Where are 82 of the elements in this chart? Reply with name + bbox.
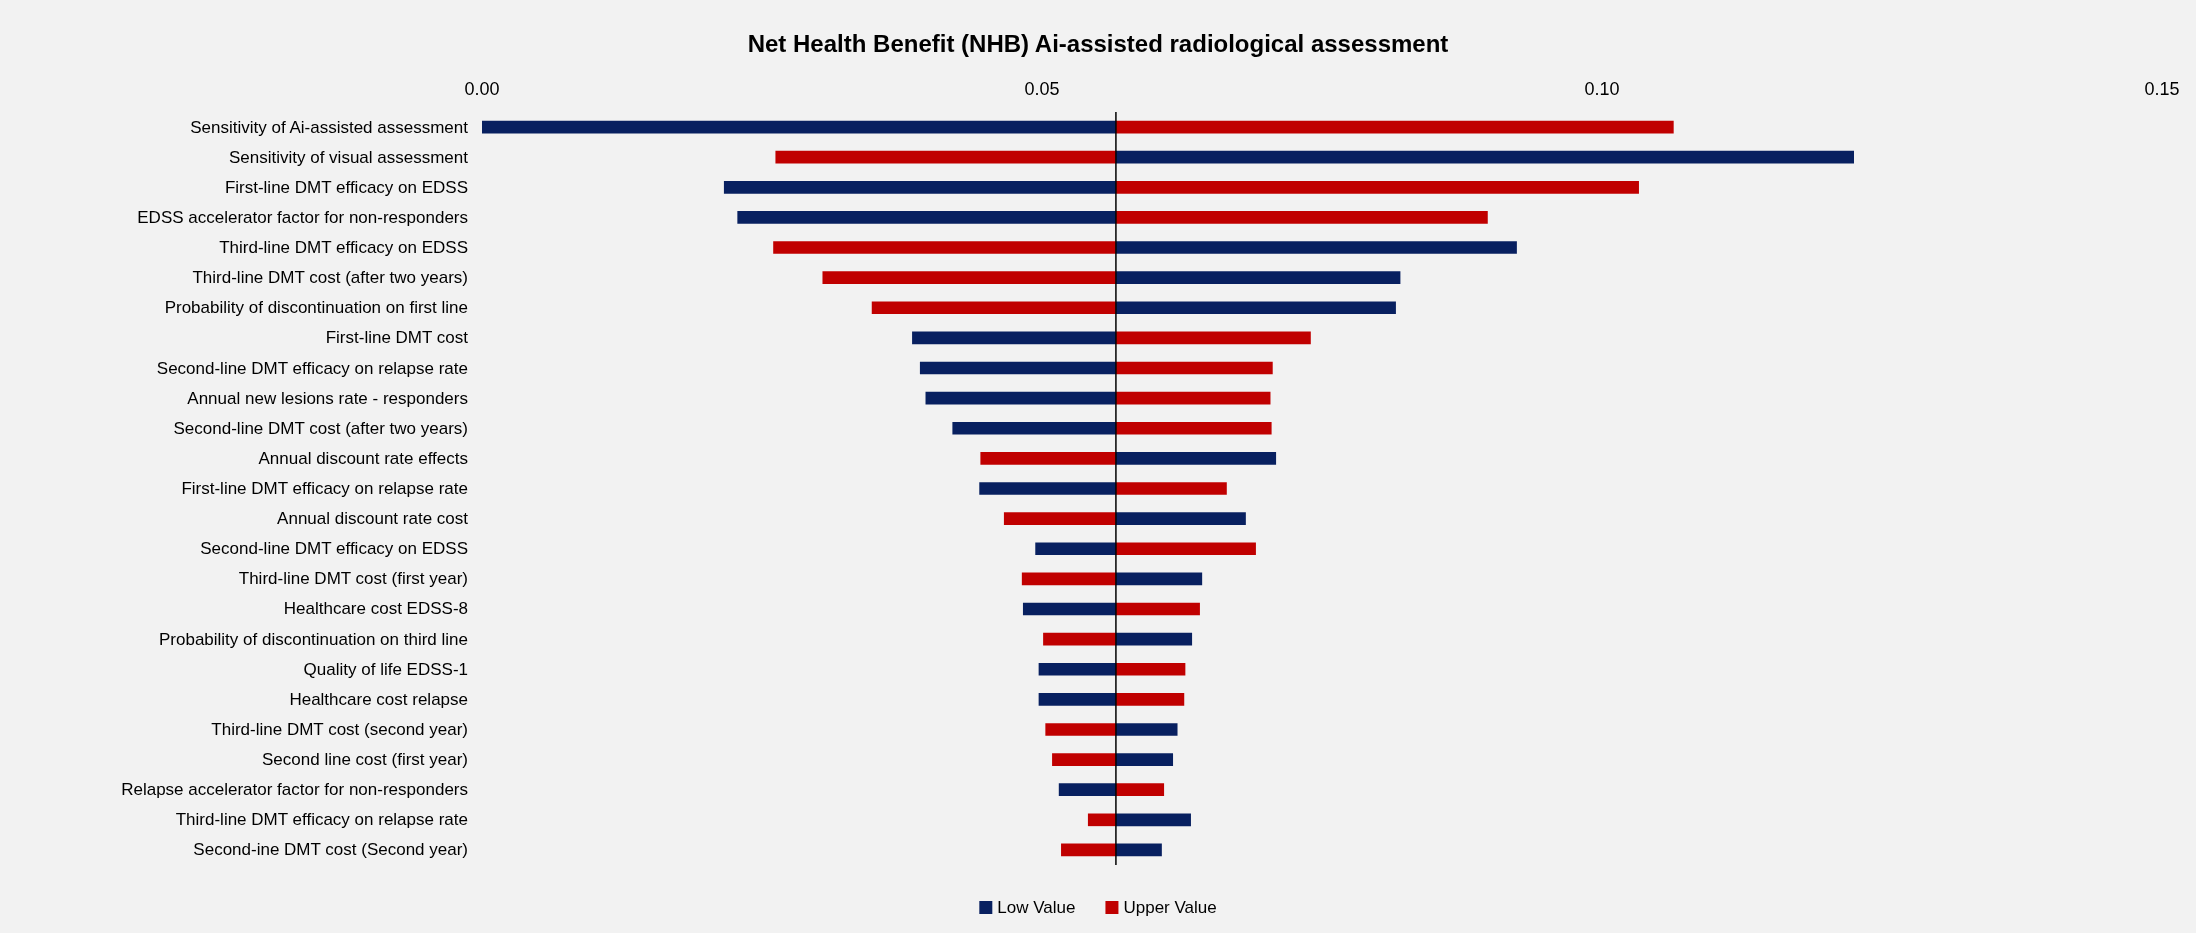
bar xyxy=(1115,452,1277,465)
bar xyxy=(871,301,1116,315)
bar xyxy=(1115,301,1396,315)
bar xyxy=(1115,632,1193,646)
bar xyxy=(1115,421,1272,435)
bar xyxy=(1115,602,1200,616)
bar xyxy=(919,361,1116,375)
y-tick-label: Sensitivity of visual assessment xyxy=(228,147,469,167)
bar xyxy=(1115,241,1517,254)
chart-title: Net Health Benefit (NHB) Ai-assisted radiological assessment xyxy=(747,29,1449,57)
bar xyxy=(1115,662,1186,676)
bar xyxy=(925,391,1116,405)
bar xyxy=(1043,632,1116,646)
bar xyxy=(1115,180,1639,194)
bar xyxy=(1115,211,1488,224)
y-tick-label: Third-line DMT cost (after two years) xyxy=(192,268,468,288)
x-tick-label: 0.10 xyxy=(1584,79,1620,99)
bar xyxy=(1115,150,1854,164)
bar xyxy=(979,482,1116,495)
y-tick-label: Annual discount rate cost xyxy=(277,509,469,529)
bar xyxy=(1115,361,1273,375)
y-tick-label: Second-line DMT efficacy on EDSS xyxy=(200,539,468,559)
y-tick-label: Quality of life EDSS-1 xyxy=(303,659,468,679)
bar xyxy=(1115,783,1165,797)
y-tick-label: Healthcare cost EDSS-8 xyxy=(283,599,468,619)
legend-label: Low Value xyxy=(997,898,1076,917)
legend-label: Upper Value xyxy=(1123,898,1217,917)
y-tick-label: Probability of discontinuation on first line xyxy=(164,298,468,318)
bar xyxy=(1115,512,1246,525)
bar xyxy=(952,421,1116,435)
bar xyxy=(1052,753,1116,766)
bar xyxy=(773,241,1116,254)
bar xyxy=(1115,271,1401,284)
bar xyxy=(1115,572,1203,586)
bar xyxy=(822,271,1116,284)
y-tick-label: Probability of discontinuation on third line xyxy=(158,629,468,649)
bar xyxy=(1061,843,1116,857)
bar xyxy=(1115,813,1191,827)
y-tick-label: EDSS accelerator factor for non-responders xyxy=(137,207,468,227)
bar xyxy=(1115,482,1227,495)
bar xyxy=(1045,723,1116,736)
bar xyxy=(1021,572,1116,586)
bar xyxy=(775,150,1116,164)
bar xyxy=(1087,813,1116,827)
y-tick-label: Second line cost (first year) xyxy=(262,750,468,770)
y-tick-label: Relapse accelerator factor for non-responders xyxy=(121,780,468,800)
bar xyxy=(1115,542,1256,556)
y-tick-label: Third-line DMT efficacy on relapse rate xyxy=(175,810,468,830)
bar xyxy=(1115,843,1162,857)
y-tick-label: Third-line DMT cost (first year) xyxy=(238,569,468,589)
y-tick-label: Second-line DMT cost (after two years) xyxy=(173,418,468,438)
y-tick-label: First-line DMT cost xyxy=(325,328,469,348)
bar xyxy=(1022,602,1116,616)
bar xyxy=(1115,753,1174,766)
y-tick-label: Annual new lesions rate - responders xyxy=(187,388,468,408)
bar xyxy=(1035,542,1116,556)
y-tick-label: Second-ine DMT cost (Second year) xyxy=(193,840,468,860)
bar xyxy=(1115,120,1674,134)
bar xyxy=(1115,723,1178,736)
bar xyxy=(1058,783,1116,797)
bar xyxy=(1115,391,1271,405)
x-tick-label: 0.05 xyxy=(1024,79,1060,99)
bar xyxy=(912,331,1116,345)
y-tick-label: Second-line DMT efficacy on relapse rate xyxy=(156,358,468,378)
bar xyxy=(737,211,1116,224)
x-tick-label: 0.15 xyxy=(2144,79,2180,99)
bar xyxy=(980,452,1116,465)
y-tick-label: Third-line DMT cost (second year) xyxy=(211,719,468,739)
y-tick-label: Third-line DMT efficacy on EDSS xyxy=(219,238,468,258)
bar xyxy=(1038,693,1116,706)
bar xyxy=(1115,693,1185,706)
bar xyxy=(1038,662,1116,676)
x-tick-label: 0.00 xyxy=(464,79,500,99)
y-tick-label: Annual discount rate effects xyxy=(258,448,468,468)
y-tick-label: First-line DMT efficacy on EDSS xyxy=(224,177,468,197)
y-tick-label: First-line DMT efficacy on relapse rate xyxy=(181,479,468,498)
y-tick-label: Sensitivity of Ai-assisted assessment xyxy=(190,117,469,137)
bar xyxy=(1115,331,1311,345)
bar xyxy=(723,180,1116,194)
bar xyxy=(482,120,1116,134)
y-tick-label: Healthcare cost relapse xyxy=(289,689,468,709)
bar xyxy=(1003,512,1116,525)
